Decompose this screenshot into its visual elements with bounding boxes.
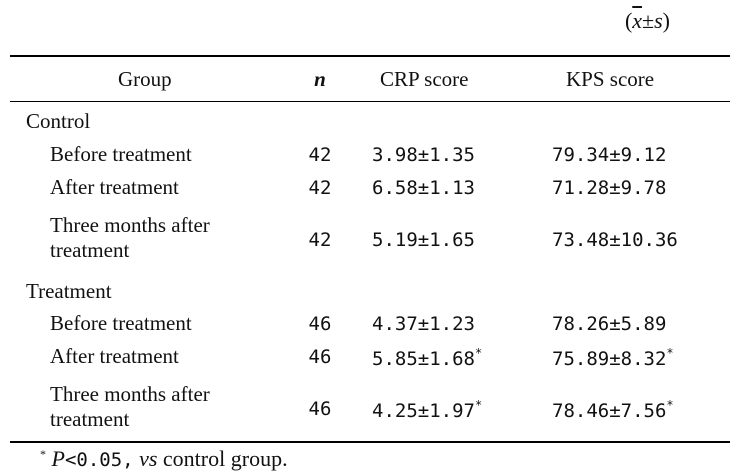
row-n: 42	[308, 229, 332, 251]
kps-value: 79.34±9.12	[552, 144, 667, 166]
row-kps: 73.48±10.36	[552, 229, 678, 251]
footnote-vs: vs	[139, 446, 158, 471]
row-kps: 71.28±9.78	[552, 177, 666, 199]
crp-value: 5.19±1.65	[372, 229, 475, 251]
unit-s: s	[654, 8, 663, 33]
unit-xbar: x	[632, 8, 643, 33]
row-kps: 78.26±5.89	[552, 313, 666, 335]
unit-pm: ±	[642, 8, 655, 33]
row-label: Before treatment	[50, 142, 192, 166]
crp-value: 5.85±1.68	[372, 348, 475, 370]
row-kps: 79.34±9.12	[552, 144, 666, 166]
footnote-star: *	[40, 447, 46, 461]
top-rule	[10, 55, 730, 57]
footnote-p: P	[51, 446, 65, 471]
header-kps: KPS score	[566, 67, 655, 91]
kps-value: 78.26±5.89	[552, 313, 667, 335]
header-rule	[10, 101, 730, 102]
row-label: Before treatment	[50, 311, 192, 335]
crp-value: 6.58±1.13	[372, 177, 475, 199]
header-crp: CRP score	[380, 67, 469, 91]
row-kps: 75.89±8.32*	[552, 346, 674, 370]
header-n: n	[314, 67, 326, 91]
row-label: After treatment	[50, 344, 179, 368]
group-label-treatment: Treatment	[26, 279, 112, 303]
row-crp: 5.85±1.68*	[372, 346, 482, 370]
footnote-tail: control group.	[162, 446, 288, 471]
row-crp: 3.98±1.35	[372, 144, 475, 166]
crp-value: 4.25±1.97	[372, 400, 475, 422]
table-footnote: * P<0.05, vs control group.	[40, 446, 288, 472]
bottom-rule	[10, 441, 730, 443]
row-n: 42	[308, 144, 332, 166]
row-label: Three months after treatment	[50, 213, 210, 262]
unit-open: (	[624, 8, 633, 33]
row-n: 46	[308, 398, 332, 420]
row-crp: 6.58±1.13	[372, 177, 475, 199]
row-crp: 5.19±1.65	[372, 229, 475, 251]
unit-note: (x±s)	[625, 8, 670, 34]
group-label-control: Control	[26, 109, 91, 133]
crp-value: 4.37±1.23	[372, 313, 475, 335]
significance-star: *	[666, 398, 674, 412]
row-label: After treatment	[50, 175, 179, 199]
row-crp: 4.37±1.23	[372, 313, 475, 335]
row-kps: 78.46±7.56*	[552, 398, 674, 422]
row-crp: 4.25±1.97*	[372, 398, 482, 422]
significance-star: *	[666, 346, 674, 360]
footnote-threshold: <0.05,	[64, 449, 134, 471]
crp-value: 3.98±1.35	[372, 144, 475, 166]
unit-close: )	[662, 8, 670, 33]
row-n: 46	[308, 313, 332, 335]
kps-value: 75.89±8.32	[552, 348, 667, 370]
row-label: Three months after treatment	[50, 382, 210, 431]
header-group: Group	[118, 67, 172, 91]
row-n: 46	[308, 346, 332, 368]
kps-value: 71.28±9.78	[552, 177, 667, 199]
significance-star: *	[474, 346, 483, 360]
significance-star: *	[474, 398, 483, 412]
kps-value: 78.46±7.56	[552, 400, 667, 422]
kps-value: 73.48±10.36	[552, 229, 678, 251]
row-n: 42	[308, 177, 332, 199]
